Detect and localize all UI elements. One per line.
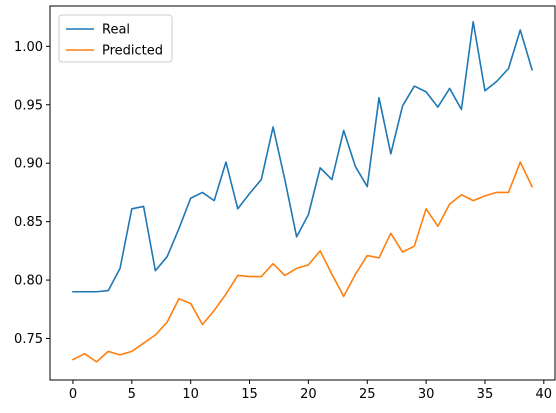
x-tick-label: 20	[300, 387, 317, 402]
x-tick-label: 15	[241, 387, 258, 402]
plot-frame	[49, 5, 556, 381]
x-tick-label: 5	[128, 387, 136, 402]
x-tick-label: 40	[536, 387, 553, 402]
legend-label-real: Real	[102, 23, 130, 38]
series-line-predicted	[71, 161, 534, 363]
y-tick-label: 0.75	[14, 332, 43, 347]
x-tick-label: 30	[418, 387, 435, 402]
y-tick-label: 1.00	[14, 40, 43, 55]
x-tick-label: 35	[477, 387, 494, 402]
x-tick-label: 10	[182, 387, 199, 402]
series-line-real	[72, 20, 534, 293]
legend: Real Predicted	[58, 14, 173, 63]
legend-label-predicted: Predicted	[102, 44, 163, 59]
x-tick-label: 0	[69, 387, 77, 402]
y-tick-label: 0.90	[14, 157, 43, 172]
y-tick-label: 0.95	[14, 98, 43, 113]
y-tick-label: 0.80	[14, 274, 43, 289]
y-tick-label: 0.85	[14, 215, 43, 230]
x-tick-label: 25	[359, 387, 376, 402]
